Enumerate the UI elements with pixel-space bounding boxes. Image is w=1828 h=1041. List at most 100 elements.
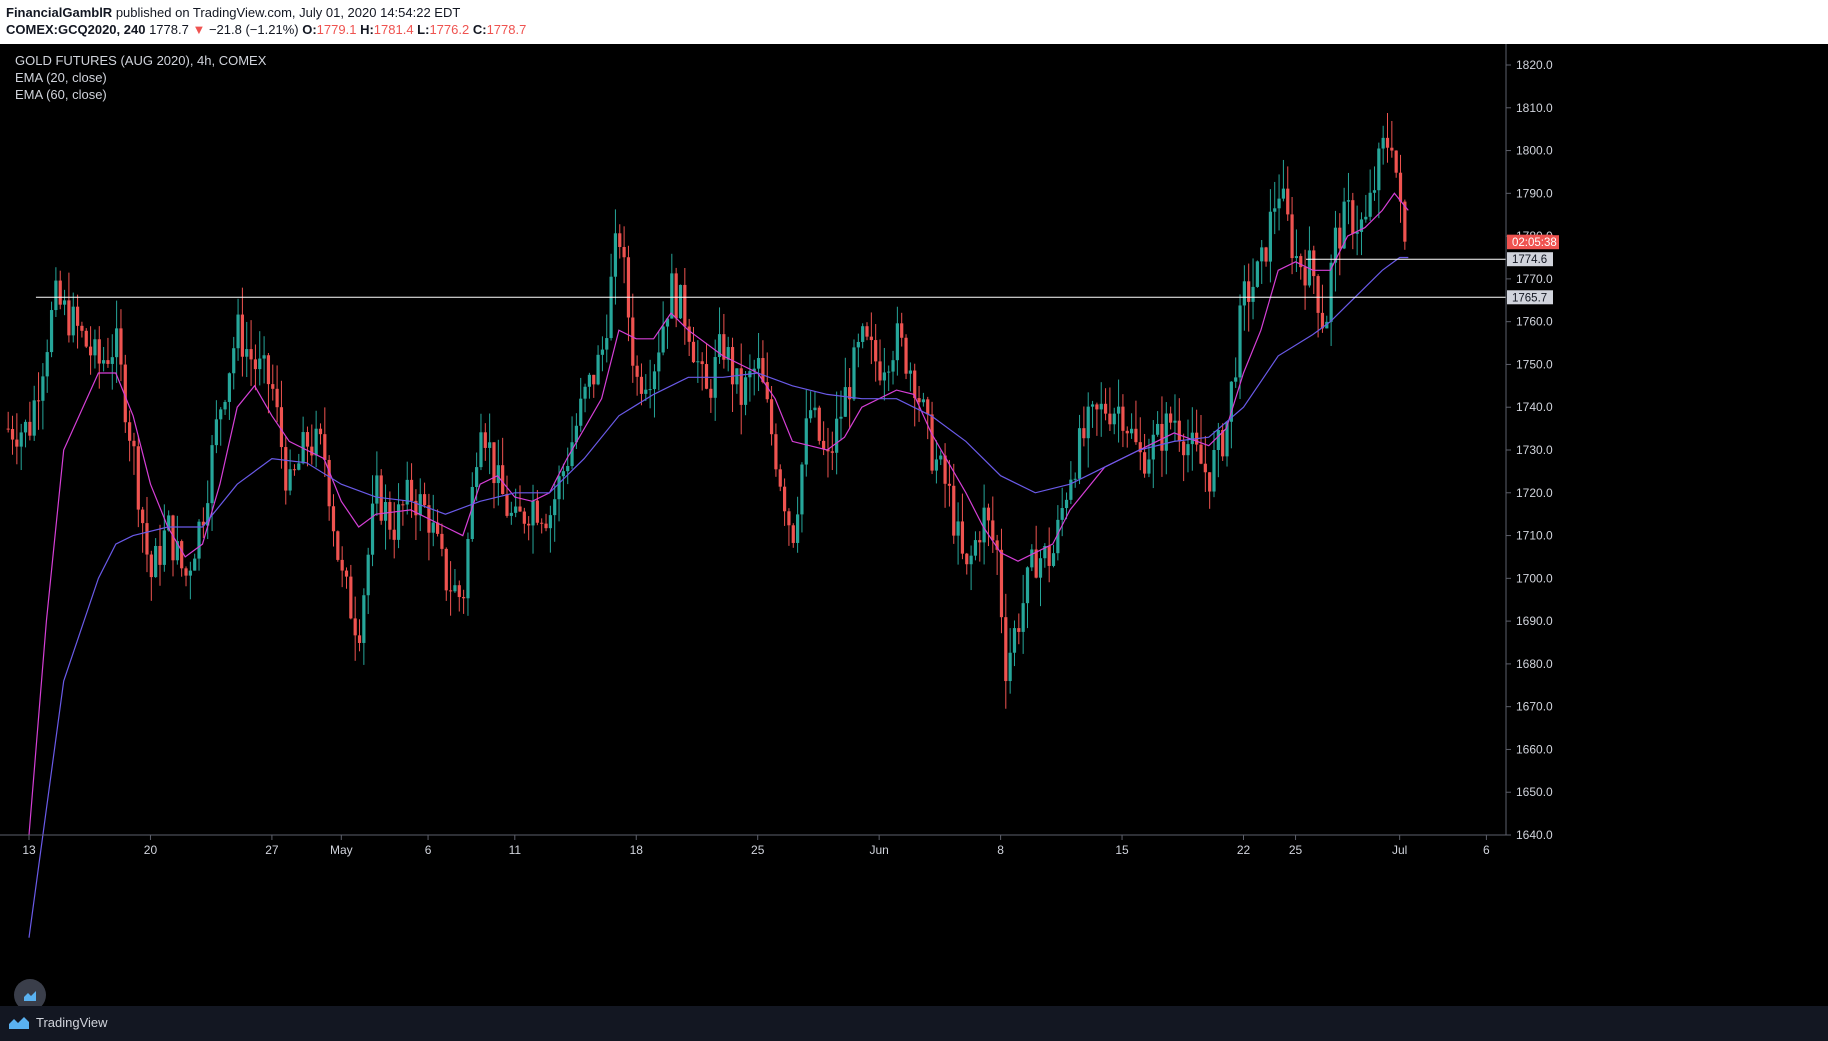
candle-body [631, 317, 635, 366]
candle-body [683, 284, 687, 327]
candle-body [583, 386, 587, 399]
price-label-countdown: 02:05:38 [1512, 237, 1557, 249]
time-tick-label: Jun [869, 843, 888, 857]
price-tick-label: 1790.0 [1516, 186, 1553, 200]
candle-body [865, 326, 869, 337]
candle-body [1333, 227, 1338, 263]
candle-body [453, 585, 457, 592]
candle-body [782, 486, 787, 512]
author-name[interactable]: FinancialGamblR [6, 5, 113, 20]
candle-body [878, 361, 882, 381]
candle-body [84, 330, 88, 347]
price-tick-label: 1760.0 [1516, 315, 1553, 329]
legend-title[interactable]: GOLD FUTURES (AUG 2020), 4h, COMEX [15, 53, 267, 68]
candle-body [149, 554, 153, 578]
candle-body [501, 465, 505, 495]
tradingview-logo-button[interactable] [14, 979, 46, 1011]
candle-body [587, 374, 592, 387]
candle-body [952, 485, 956, 536]
candle-body [804, 418, 808, 465]
candle-body [1160, 423, 1164, 451]
candle-body [271, 384, 275, 389]
candle-body [466, 539, 470, 599]
candle-body [58, 280, 62, 305]
candle-body [1030, 549, 1034, 568]
price-tick-label: 1800.0 [1516, 144, 1553, 158]
candle-body [626, 257, 631, 318]
candle-body [115, 328, 119, 358]
candle-body [956, 521, 960, 536]
candle-body [891, 360, 895, 372]
candle-body [136, 446, 140, 510]
price-chart[interactable]: 1640.0 1650.0 1660.0 1670.0 1680.0 1690.0 1700… [0, 44, 1828, 1006]
legend-ema60[interactable]: EMA (60, close) [15, 87, 107, 102]
candle-body [171, 515, 175, 561]
candle-body [1377, 148, 1381, 191]
candle-body [1103, 403, 1108, 414]
candle-body [41, 376, 45, 401]
candle-body [639, 376, 644, 394]
candle-body [917, 398, 921, 403]
price-tick-label: 1680.0 [1516, 657, 1553, 671]
time-tick-label: 11 [509, 843, 522, 857]
candle-body [249, 349, 253, 360]
candle-body [1234, 377, 1238, 382]
horizontal-lines-layer[interactable] [35, 258, 1506, 298]
candle-body [592, 374, 596, 385]
candle-body [1364, 216, 1368, 220]
candle-body [457, 585, 461, 598]
candle-body [110, 357, 114, 364]
candle-body [561, 471, 565, 477]
candle-body [1082, 428, 1086, 439]
candle-body [71, 306, 75, 336]
candle-body [392, 529, 396, 540]
candle-body [1247, 281, 1251, 302]
candle-body [297, 463, 301, 470]
candle-body [670, 273, 674, 319]
candle-body [774, 434, 778, 470]
candle-body [370, 503, 375, 555]
tradingview-brand[interactable]: TradingView [8, 1015, 108, 1030]
candle-body [88, 346, 93, 356]
candle-body [752, 368, 756, 372]
candle-body [227, 373, 231, 402]
candle-body [1229, 381, 1233, 422]
time-tick-label: 6 [425, 843, 432, 857]
candle-body [1095, 404, 1099, 410]
candle-body [908, 370, 912, 374]
candles-layer [6, 113, 1407, 709]
legend-ema20[interactable]: EMA (20, close) [15, 70, 107, 85]
candle-body [1112, 413, 1116, 425]
candle-body [80, 325, 84, 331]
price-label-line: 1774.6 [1512, 254, 1547, 266]
candle-body [1008, 652, 1012, 682]
candle-body [579, 398, 583, 426]
candle-body [960, 521, 965, 554]
candle-body [1073, 478, 1077, 480]
candle-body [62, 300, 67, 305]
candle-body [462, 597, 466, 599]
candle-body [852, 347, 856, 400]
candle-body [1164, 413, 1168, 451]
candle-body [1190, 432, 1194, 445]
candle-body [787, 511, 791, 526]
candle-body [340, 559, 344, 571]
candle-body [1238, 305, 1242, 378]
price-tick-label: 1770.0 [1516, 272, 1553, 286]
candle-body [10, 429, 15, 440]
candle-body [245, 349, 249, 357]
candle-body [1034, 549, 1038, 578]
candle-body [496, 465, 500, 484]
last-price: 1778.7 [149, 22, 189, 37]
candle-body [305, 432, 310, 447]
candle-body [1182, 441, 1186, 456]
candle-body [843, 387, 847, 417]
candle-body [266, 355, 271, 385]
candle-body [1038, 558, 1043, 578]
candle-body [717, 334, 722, 358]
candle-body [1069, 479, 1073, 500]
price-tick-label: 1750.0 [1516, 357, 1553, 371]
chart-area[interactable]: 1640.0 1650.0 1660.0 1670.0 1680.0 1690.0 1700… [0, 44, 1828, 1011]
candle-body [1294, 256, 1299, 259]
candle-body [574, 425, 578, 443]
